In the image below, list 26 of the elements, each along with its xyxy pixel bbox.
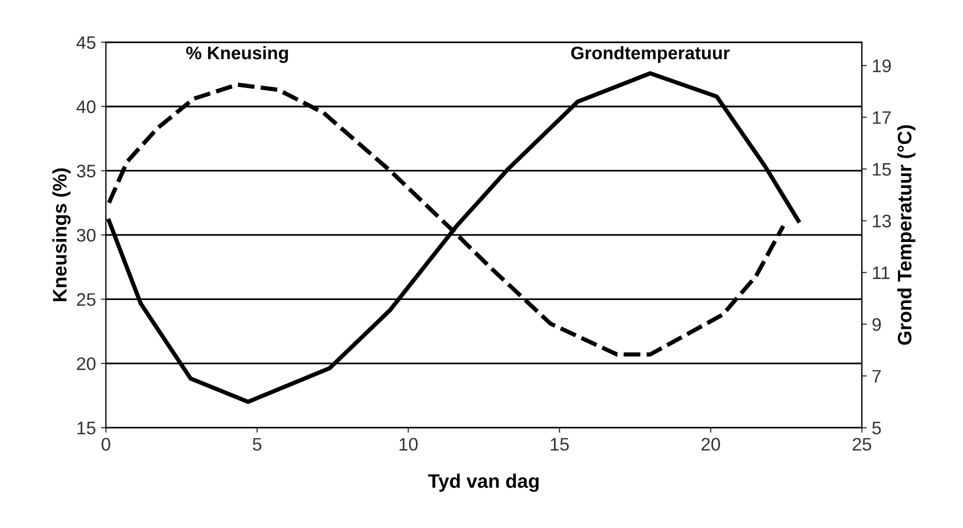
- x-tick-label: 15: [550, 438, 569, 451]
- y2-tick-label: 11: [872, 266, 890, 280]
- x-axis-title: Tyd van dag: [428, 474, 539, 492]
- y-axis-title: Kneusings (%): [52, 168, 71, 302]
- y2-tick-label: 7: [872, 370, 881, 382]
- y-tick-label: 25: [77, 293, 96, 306]
- y-tick-label: 15: [78, 422, 96, 434]
- y2-tick-label: 13: [872, 214, 891, 228]
- y-tick-label: 35: [76, 164, 96, 178]
- y2-axis-title: Grond Temperatuur (°C): [897, 125, 916, 345]
- y2-tick-label: 9: [872, 318, 881, 331]
- y2-tick-label: 19: [872, 59, 891, 72]
- y-tick-label: 45: [76, 36, 96, 49]
- x-tick-label: 0: [102, 438, 110, 451]
- series-label: % Kneusing: [186, 46, 288, 64]
- y2-tick-label: 17: [872, 111, 891, 124]
- x-tick-label: 25: [852, 438, 872, 451]
- y2-tick-label: 15: [872, 163, 891, 176]
- y-tick-label: 40: [76, 100, 96, 114]
- y2-tick-label: 5: [872, 422, 881, 434]
- x-tick-label: 10: [400, 438, 418, 451]
- y-tick-label: 30: [76, 228, 96, 242]
- y-tick-label: 20: [77, 357, 96, 370]
- x-tick-label: 20: [702, 438, 720, 451]
- series-label: Grondtemperatuur: [571, 46, 730, 63]
- x-tick-label: 5: [252, 438, 262, 451]
